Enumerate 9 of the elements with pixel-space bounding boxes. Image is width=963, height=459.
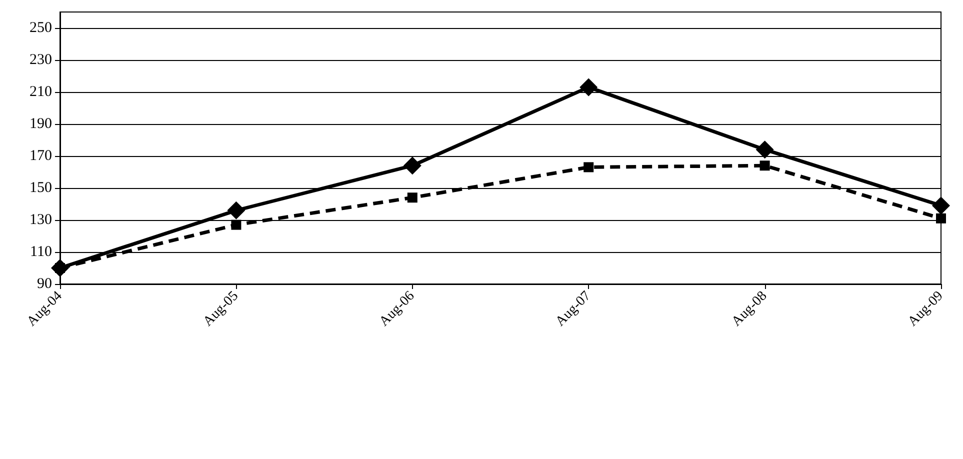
y-tick-label: 110	[30, 244, 52, 260]
y-tick-label: 150	[30, 180, 52, 196]
y-tick-label: 170	[30, 148, 52, 164]
y-tick-label: 130	[30, 212, 52, 228]
y-tick-label: 250	[30, 20, 52, 36]
y-tick-label: 190	[30, 116, 52, 132]
y-tick-label: 90	[37, 276, 52, 292]
y-tick-label: 230	[30, 52, 52, 68]
y-tick-label: 210	[30, 84, 52, 100]
